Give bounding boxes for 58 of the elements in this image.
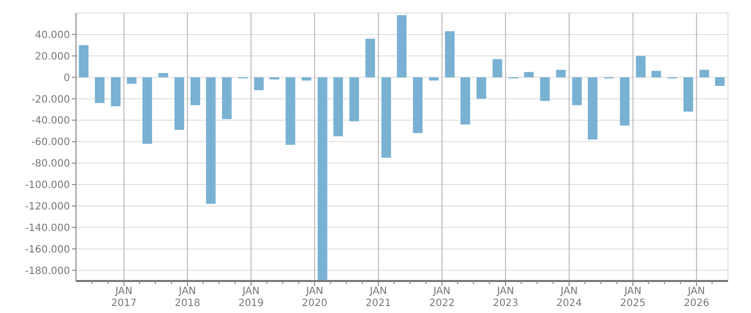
x-tick-label: JAN 2017: [111, 286, 137, 309]
bar: [620, 77, 630, 126]
y-tick-label: -80.000: [31, 158, 70, 170]
x-tick-label: JAN 2018: [174, 286, 200, 309]
bar: [636, 56, 646, 78]
bar: [190, 77, 200, 106]
y-tick-label: 0: [64, 72, 70, 84]
bar: [78, 45, 88, 78]
bar: [572, 77, 582, 106]
bar: [206, 77, 216, 204]
bar: [222, 77, 232, 120]
bar: [715, 77, 725, 86]
bar: [318, 77, 328, 280]
bar: [94, 77, 104, 104]
bar: [651, 70, 662, 78]
bar: [460, 77, 470, 124]
bar: [492, 59, 502, 78]
bar: [412, 77, 423, 134]
y-tick-label: -100.000: [25, 180, 70, 192]
bar: [588, 77, 598, 140]
bar: [110, 77, 121, 106]
x-tick-label: JAN 2026: [684, 286, 710, 309]
y-tick-label: -180.000: [25, 266, 70, 277]
x-tick-label: JAN 2025: [620, 286, 646, 309]
bar: [174, 77, 184, 130]
x-tick-label: JAN 2022: [429, 286, 455, 309]
bar: [396, 15, 407, 78]
x-tick-label: JAN 2019: [238, 286, 264, 309]
bar: [445, 31, 455, 78]
bar: [349, 77, 359, 122]
bar: [524, 72, 534, 78]
x-tick-label: JAN 2020: [302, 286, 328, 309]
y-tick-label: 20.000: [35, 51, 70, 62]
bar: [540, 77, 550, 101]
y-tick-label: -160.000: [25, 244, 70, 256]
x-tick-label: JAN 2021: [366, 286, 392, 309]
y-tick-label: 40.000: [35, 30, 70, 41]
bar: [365, 38, 376, 78]
x-tick-label: JAN 2023: [492, 286, 518, 309]
bar: [381, 77, 392, 158]
bar: [158, 73, 168, 78]
y-tick-label: -60.000: [31, 137, 70, 148]
y-tick-label: -140.000: [25, 222, 70, 234]
bar: [700, 70, 710, 78]
x-tick-label: JAN 2024: [556, 286, 582, 309]
y-tick-label: -20.000: [31, 94, 70, 106]
bar: [286, 77, 296, 145]
y-tick-label: -40.000: [31, 116, 70, 127]
bar: [302, 77, 312, 81]
bar: [126, 77, 137, 84]
bar: [476, 77, 486, 99]
bar: [683, 77, 694, 112]
y-tick-label: -120.000: [25, 201, 70, 212]
bar: [428, 77, 439, 81]
bar: [142, 77, 152, 144]
bar: [556, 70, 566, 78]
bar: [333, 77, 343, 136]
bar: [254, 77, 264, 90]
